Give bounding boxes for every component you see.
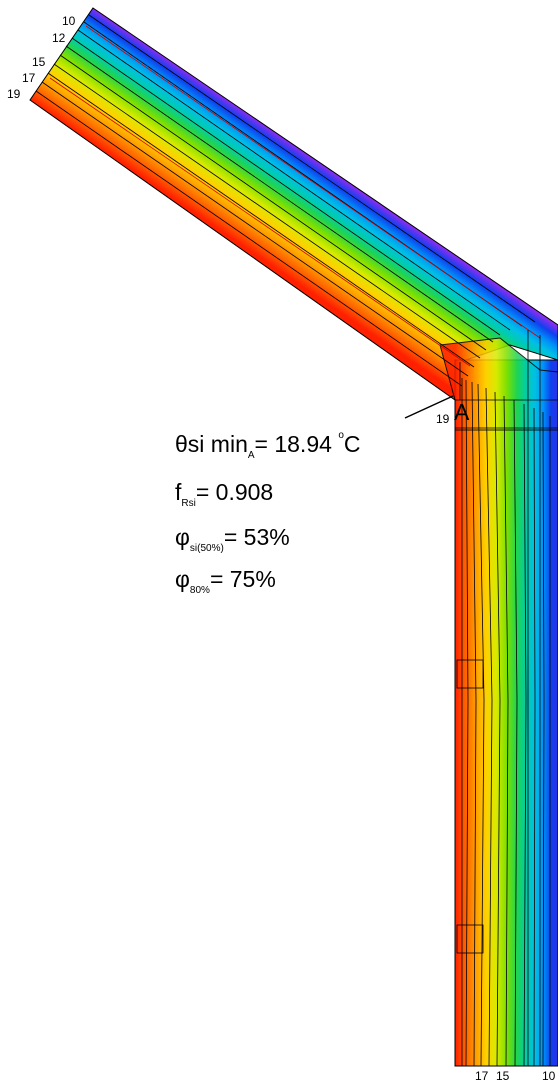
frsi-line: fRsi= 0.908 (175, 479, 273, 509)
theta-degree: o (338, 430, 344, 441)
phi-si-symbol: φ (175, 524, 190, 550)
leader-line (404, 395, 454, 419)
phi-80-sub: 80% (190, 585, 210, 596)
corner-junction (439, 337, 558, 431)
theta-sub: A (248, 450, 255, 461)
theta-value: = 18.94 (255, 431, 339, 457)
theta-label: si min (188, 431, 248, 457)
point-a-label: A (454, 399, 470, 425)
roof-isotherms (35, 14, 536, 387)
phi-si-sub: si(50%) (190, 543, 224, 554)
bottom-label-10: 10 (542, 1069, 556, 1083)
phi-80-value: = 75% (210, 566, 276, 592)
roof-label-19: 19 (7, 87, 21, 101)
bottom-label-15: 15 (496, 1069, 510, 1083)
phi-80-symbol: φ (175, 566, 190, 592)
roof-label-12: 12 (52, 31, 66, 45)
phi-80-line: φ80%= 75% (175, 566, 276, 596)
frsi-sub: Rsi (181, 498, 195, 509)
results-block: θsi minA= 18.94 oC fRsi= 0.908 φsi(50%)=… (175, 430, 361, 596)
roof-red-isotherms (49, 25, 541, 367)
frsi-symbol: f (175, 479, 182, 505)
roof-label-15: 15 (32, 55, 46, 69)
wall-isotherms (461, 378, 551, 1067)
theta-symbol: θ (175, 431, 188, 457)
bottom-label-17: 17 (475, 1069, 489, 1083)
phi-si-value: = 53% (224, 524, 290, 550)
theta-si-min-line: θsi minA= 18.94 oC (175, 430, 361, 461)
point-a-value: 19 (436, 412, 450, 426)
construction-lines (455, 330, 558, 1066)
roof-label-17: 17 (22, 71, 36, 85)
roof-label-10: 10 (62, 14, 76, 28)
phi-si-line: φsi(50%)= 53% (175, 524, 290, 554)
frsi-value: = 0.908 (196, 479, 273, 505)
theta-unit: C (344, 431, 361, 457)
